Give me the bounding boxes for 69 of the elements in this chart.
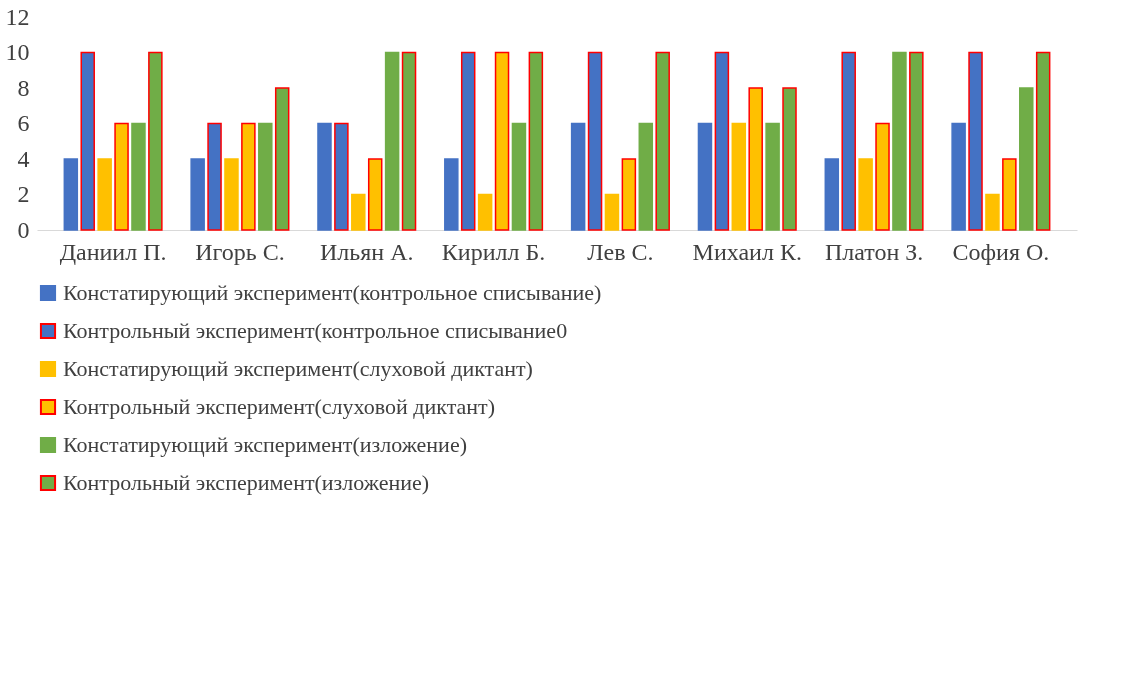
x-tick-label: София О.	[952, 238, 1050, 265]
legend-label: Контрольный эксперимент(слуховой диктант)	[63, 394, 495, 419]
y-tick-label: 10	[5, 39, 30, 65]
y-tick-label: 2	[17, 181, 30, 207]
bar	[317, 122, 332, 231]
bar	[621, 158, 637, 231]
bar	[401, 51, 417, 231]
bar	[1002, 158, 1017, 231]
legend-label: Констатирующий эксперимент(контрольное списывание)	[63, 280, 602, 305]
x-tick-label: Даниил П.	[59, 238, 167, 265]
bar	[909, 51, 924, 231]
bar	[511, 122, 527, 231]
legend-label: Контрольный эксперимент(контрольное списывание0	[63, 318, 568, 343]
bar	[638, 122, 654, 231]
bar	[748, 87, 763, 231]
bar	[63, 158, 79, 231]
bar	[114, 122, 129, 231]
bar	[528, 51, 544, 231]
bar	[1019, 87, 1034, 231]
x-tick-label: Кирилл Б.	[441, 238, 546, 265]
bar	[841, 51, 856, 231]
bar	[131, 122, 146, 231]
bar	[148, 51, 163, 231]
bar	[80, 51, 95, 231]
bar	[460, 51, 476, 231]
bar	[351, 193, 366, 231]
bar	[824, 158, 840, 231]
legend-label: Контрольный эксперимент(изложение)	[63, 470, 430, 495]
x-tick-label: Михаил К.	[692, 238, 802, 265]
bar	[207, 122, 222, 231]
y-tick-label: 4	[17, 145, 30, 172]
bar	[274, 87, 290, 231]
bar	[782, 87, 797, 231]
bar	[477, 193, 493, 231]
y-tick-label: 6	[17, 110, 30, 136]
legend-label: Констатирующий эксперимент(изложение)	[63, 432, 467, 457]
bar	[190, 158, 205, 231]
x-tick-label: Платон З.	[824, 238, 924, 265]
bar	[714, 51, 730, 231]
bar	[570, 122, 586, 231]
bar	[258, 122, 273, 231]
bar	[334, 122, 349, 231]
bar	[951, 122, 966, 231]
bar	[985, 193, 1000, 231]
y-tick-label: 0	[17, 216, 30, 243]
bar	[875, 122, 890, 231]
legend-label: Констатирующий эксперимент(слуховой диктант)	[63, 356, 533, 381]
bar	[97, 158, 112, 231]
bar	[697, 122, 713, 231]
bar	[731, 122, 747, 231]
y-tick-label: 8	[17, 74, 30, 101]
bar	[1035, 51, 1051, 231]
x-tick-label: Игорь С.	[195, 238, 285, 265]
bar	[655, 51, 670, 231]
bar	[892, 51, 907, 231]
y-tick-label: 12	[5, 3, 30, 30]
bar	[494, 51, 510, 231]
bar	[604, 193, 620, 231]
bar	[858, 158, 873, 231]
bar	[968, 51, 983, 231]
bar	[444, 158, 459, 231]
bar	[587, 51, 603, 231]
bar	[765, 122, 780, 231]
bar	[241, 122, 256, 231]
bar	[224, 158, 239, 231]
x-tick-label: Лев С.	[587, 238, 654, 265]
x-tick-label: Ильян А.	[320, 238, 414, 265]
bar	[384, 51, 400, 231]
bar	[367, 158, 383, 231]
